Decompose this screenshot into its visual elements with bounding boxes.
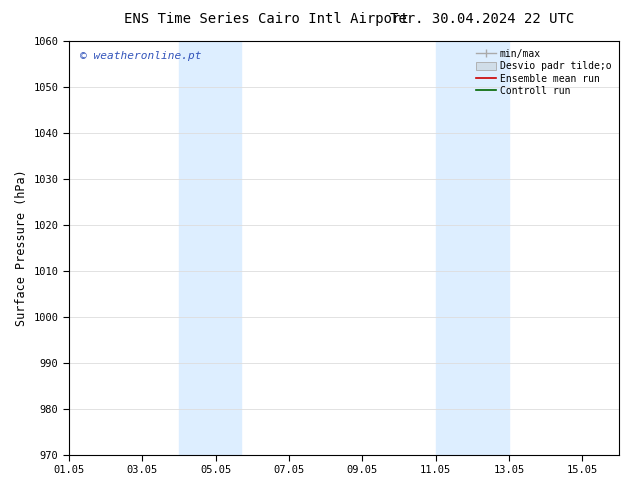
- Text: ENS Time Series Cairo Intl Airport: ENS Time Series Cairo Intl Airport: [124, 12, 409, 26]
- Bar: [179, 41, 242, 455]
- Bar: [436, 41, 509, 455]
- Text: Ter. 30.04.2024 22 UTC: Ter. 30.04.2024 22 UTC: [390, 12, 574, 26]
- Y-axis label: Surface Pressure (hPa): Surface Pressure (hPa): [15, 170, 28, 326]
- Legend: min/max, Desvio padr tilde;o, Ensemble mean run, Controll run: min/max, Desvio padr tilde;o, Ensemble m…: [474, 46, 614, 99]
- Text: © weatheronline.pt: © weatheronline.pt: [80, 51, 202, 61]
